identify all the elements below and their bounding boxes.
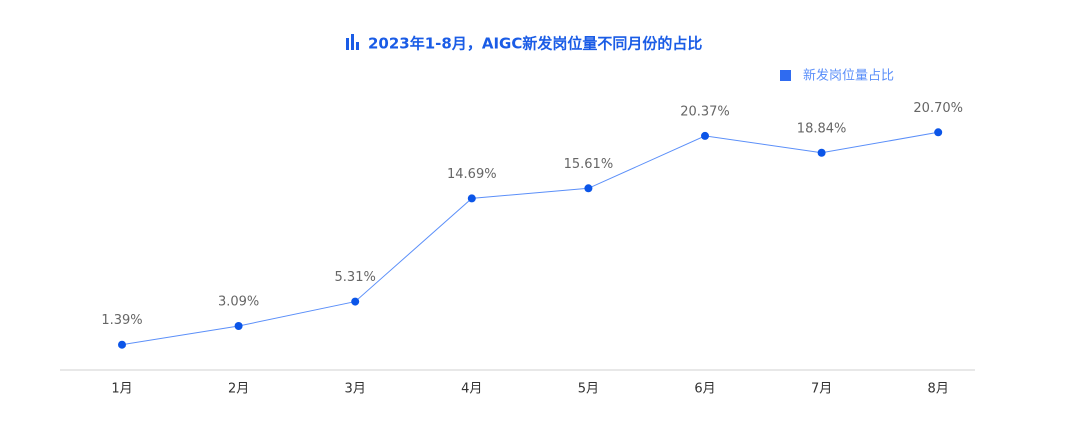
x-tick-label: 2月 (228, 382, 249, 397)
data-label: 20.70% (913, 101, 963, 116)
data-point (118, 340, 126, 349)
series-line (121, 131, 939, 346)
x-tick-label: 1月 (111, 382, 132, 397)
chart-title: 2023年1-8月，AIGC新发岗位量不同月份的占比 (368, 35, 702, 53)
data-label: 5.31% (335, 270, 376, 285)
data-point (584, 184, 593, 193)
data-point (351, 297, 360, 306)
legend-label: 新发岗位量占比 (803, 68, 894, 84)
x-tick-label: 7月 (811, 382, 832, 397)
title-icon (346, 34, 359, 50)
data-label: 18.84% (797, 121, 847, 136)
data-point (934, 128, 943, 137)
x-tick-label: 4月 (461, 382, 482, 397)
data-label: 3.09% (218, 295, 259, 310)
x-tick-label: 3月 (345, 382, 366, 397)
data-point (817, 148, 826, 157)
x-tick-label: 6月 (694, 382, 715, 397)
data-point (701, 131, 709, 140)
x-tick-label: 8月 (928, 382, 949, 397)
data-point (467, 194, 476, 203)
data-label: 14.69% (447, 167, 497, 182)
data-label: 1.39% (101, 313, 142, 328)
data-label: 20.37% (680, 104, 730, 119)
data-label: 15.61% (564, 157, 614, 172)
x-tick-label: 5月 (578, 382, 599, 397)
legend-swatch (780, 70, 791, 81)
data-point (234, 322, 243, 331)
